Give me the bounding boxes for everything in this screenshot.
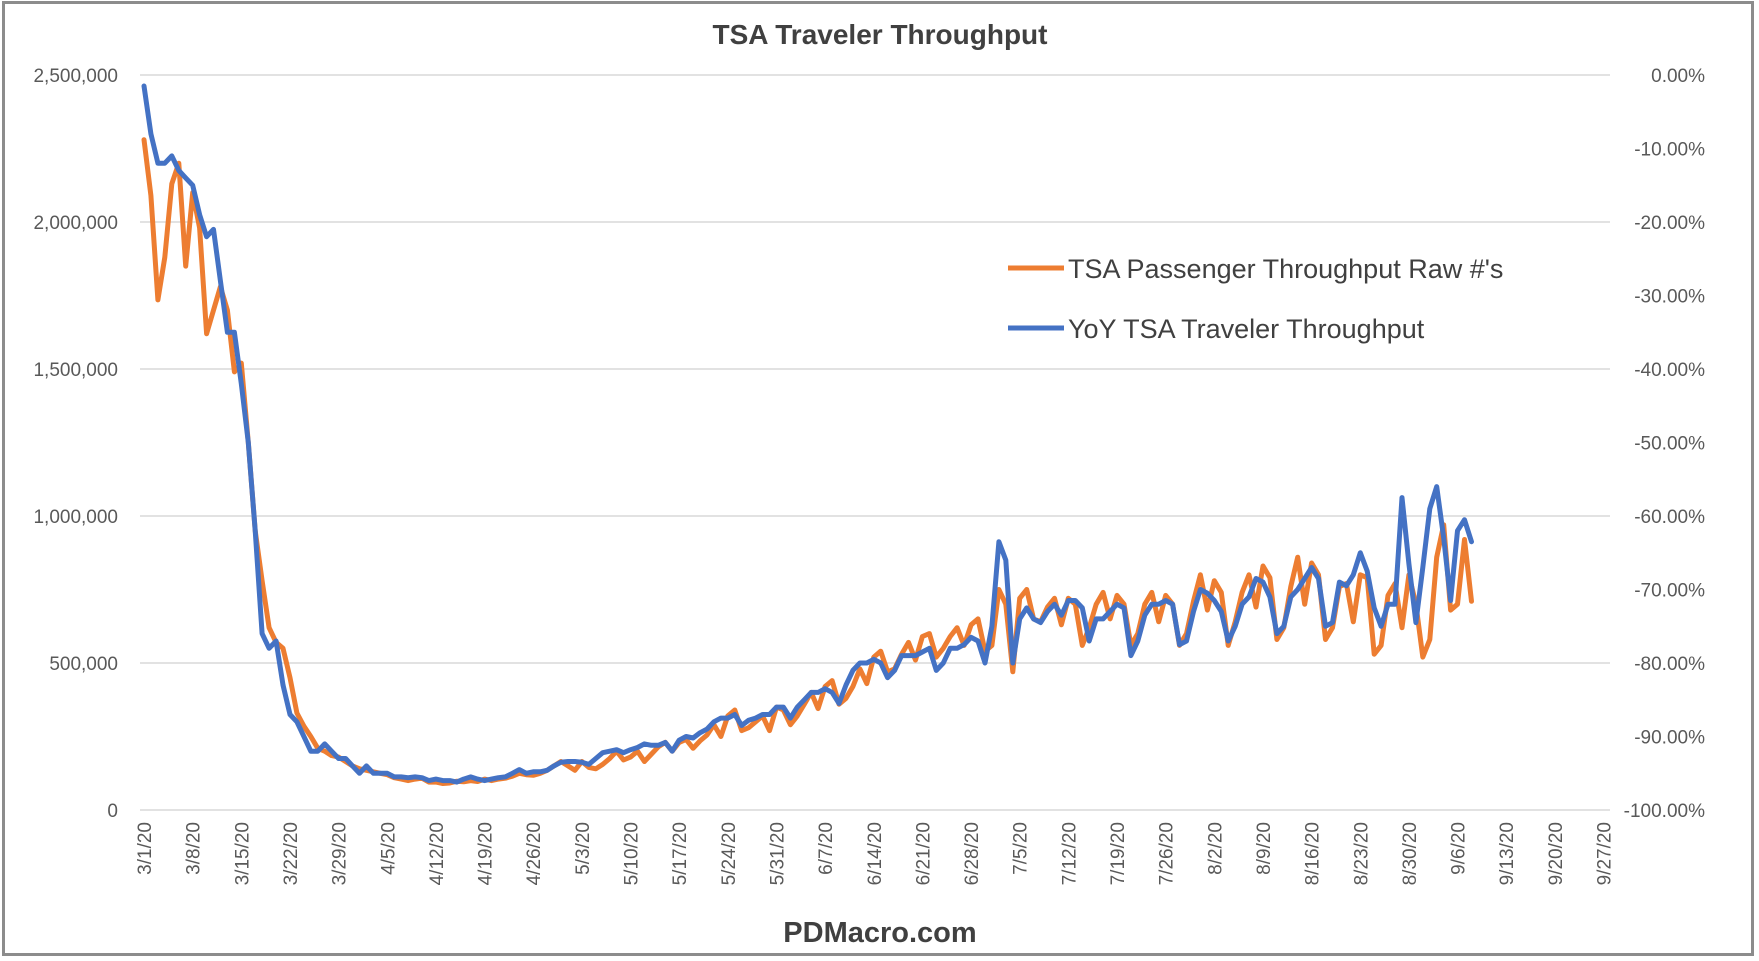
raw-throughput-line — [141, 137, 1474, 786]
x-tick-label: 9/6/20 — [1449, 822, 1470, 875]
left-tick-label: 2,500,000 — [33, 66, 118, 87]
yoy-throughput-line — [141, 83, 1474, 785]
left-axis: 0 500,000 1,000,000 1,500,000 2,000,000 2,500… — [33, 66, 118, 822]
series-lines — [141, 83, 1474, 786]
right-tick-label: -70.00% — [1634, 581, 1705, 602]
right-tick-label: -10.00% — [1634, 140, 1705, 161]
right-tick-label: -100.00% — [1624, 801, 1705, 822]
right-tick-label: -40.00% — [1634, 360, 1705, 381]
legend-label-raw: TSA Passenger Throughput Raw #'s — [1068, 254, 1503, 284]
right-tick-label: -80.00% — [1634, 654, 1705, 675]
x-tick-label: 9/13/20 — [1497, 822, 1518, 885]
right-tick-label: -50.00% — [1634, 434, 1705, 455]
x-tick-label: 8/23/20 — [1351, 822, 1372, 885]
x-tick-label: 3/15/20 — [232, 822, 253, 885]
left-tick-label: 500,000 — [49, 654, 118, 675]
left-tick-label: 0 — [107, 801, 118, 822]
legend-label-yoy: YoY TSA Traveler Throughput — [1068, 314, 1425, 344]
x-axis: 3/1/20 3/8/20 3/15/20 3/22/20 3/29/20 4/5/20 4… — [135, 822, 1616, 885]
x-tick-label: 5/10/20 — [622, 822, 643, 885]
x-tick-label: 4/5/20 — [378, 822, 399, 875]
x-tick-label: 5/31/20 — [767, 822, 788, 885]
x-tick-label: 9/27/20 — [1595, 822, 1616, 885]
x-tick-label: 5/24/20 — [719, 822, 740, 885]
x-tick-label: 4/26/20 — [524, 822, 545, 885]
x-tick-label: 7/19/20 — [1108, 822, 1129, 885]
legend: TSA Passenger Throughput Raw #'s YoY TSA… — [1008, 254, 1503, 344]
x-tick-label: 7/26/20 — [1157, 822, 1178, 885]
left-tick-label: 2,000,000 — [33, 213, 118, 234]
x-tick-label: 8/16/20 — [1303, 822, 1324, 885]
x-tick-label: 8/9/20 — [1254, 822, 1275, 875]
right-tick-label: -20.00% — [1634, 213, 1705, 234]
x-tick-label: 9/20/20 — [1546, 822, 1567, 885]
x-tick-label: 3/8/20 — [184, 822, 205, 875]
x-tick-label: 3/1/20 — [135, 822, 156, 875]
left-tick-label: 1,500,000 — [33, 360, 118, 381]
right-tick-label: 0.00% — [1651, 66, 1705, 87]
x-tick-label: 4/12/20 — [427, 822, 448, 885]
x-tick-label: 4/19/20 — [476, 822, 497, 885]
x-tick-label: 7/12/20 — [1059, 822, 1080, 885]
left-tick-label: 1,000,000 — [33, 507, 118, 528]
chart-title: TSA Traveler Throughput — [713, 19, 1048, 50]
right-axis: -100.00% -90.00% -80.00% -70.00% -60.00% -50.… — [1624, 66, 1705, 822]
x-tick-label: 8/2/20 — [1205, 822, 1226, 875]
x-tick-label: 5/3/20 — [573, 822, 594, 875]
x-tick-label: 3/29/20 — [330, 822, 351, 885]
x-tick-label: 3/22/20 — [281, 822, 302, 885]
x-tick-label: 6/21/20 — [913, 822, 934, 885]
right-tick-label: -90.00% — [1634, 728, 1705, 749]
right-tick-label: -30.00% — [1634, 287, 1705, 308]
x-tick-label: 6/7/20 — [816, 822, 837, 875]
x-tick-label: 6/14/20 — [865, 822, 886, 885]
footer-source: PDMacro.com — [783, 917, 976, 949]
x-tick-label: 8/30/20 — [1400, 822, 1421, 885]
x-tick-label: 7/5/20 — [1011, 822, 1032, 875]
right-tick-label: -60.00% — [1634, 507, 1705, 528]
x-tick-label: 6/28/20 — [962, 822, 983, 885]
x-tick-label: 5/17/20 — [670, 822, 691, 885]
gridlines — [140, 74, 1610, 811]
